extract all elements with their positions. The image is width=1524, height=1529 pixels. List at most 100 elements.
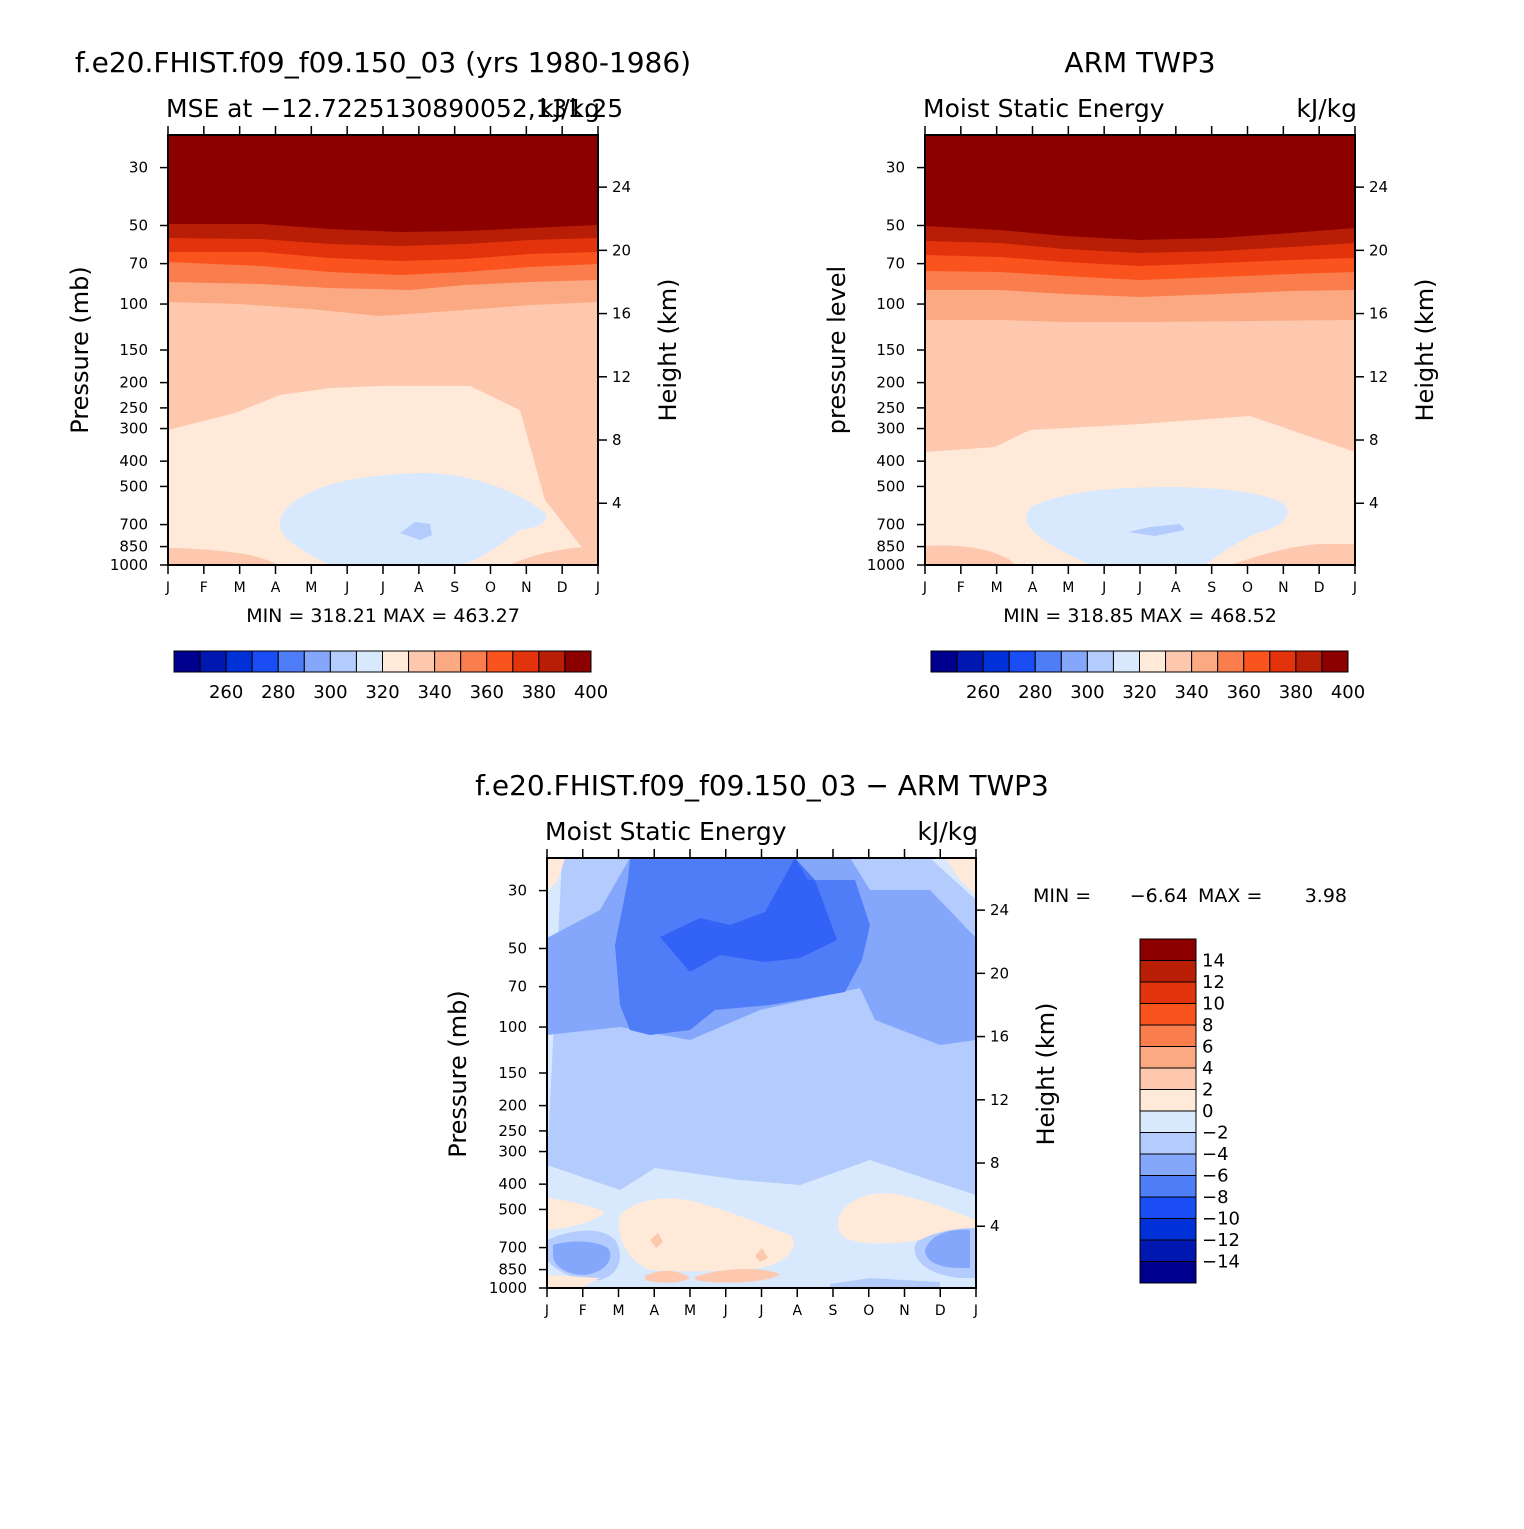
colorbar-label: −12 (1202, 1230, 1240, 1251)
panel-diff-title: f.e20.FHIST.f09_f09.150_03 − ARM TWP3 (475, 769, 1049, 802)
height-tick-label: 24 (612, 178, 631, 196)
month-tick-label: M (234, 580, 246, 596)
colorbar-swatch (1139, 1175, 1197, 1198)
colorbar-swatch (1139, 1089, 1197, 1112)
panel-model-title: f.e20.FHIST.f09_f09.150_03 (yrs 1980-198… (75, 46, 691, 79)
colorbar-label: 300 (1070, 682, 1104, 703)
pressure-tick-label: 150 (119, 341, 148, 359)
panel-model: f.e20.FHIST.f09_f09.150_03 (yrs 1980-198… (66, 46, 691, 703)
pressure-tick-label: 400 (119, 452, 148, 470)
height-tick-label: 4 (1369, 494, 1379, 512)
pressure-tick-label: 400 (498, 1175, 527, 1193)
month-tick-label: M (684, 1303, 696, 1319)
height-tick-label: 16 (1369, 305, 1388, 323)
month-tick-label: N (899, 1303, 909, 1319)
colorbar-swatch (1269, 650, 1297, 673)
month-tick-label: D (1314, 580, 1325, 596)
colorbar-swatch (1112, 650, 1140, 673)
height-tick-label: 8 (1369, 431, 1379, 449)
colorbar-label: 280 (261, 682, 295, 703)
height-tick-label: 12 (1369, 368, 1388, 386)
month-tick-label: M (612, 1303, 624, 1319)
height-tick-label: 20 (1369, 241, 1388, 259)
month-tick-label: D (935, 1303, 946, 1319)
month-tick-label: F (579, 1303, 587, 1319)
pressure-tick-label: 50 (508, 939, 527, 957)
pressure-tick-label: 700 (498, 1239, 527, 1257)
panel-obs-subtitle: Moist Static Energy (923, 94, 1165, 123)
colorbar-swatch (1295, 650, 1323, 673)
pressure-tick-label: 100 (119, 295, 148, 313)
month-tick-label: J (1352, 580, 1357, 596)
colorbar-label: 380 (522, 682, 556, 703)
panel-diff-stat-min: −6.64 (1130, 885, 1188, 907)
pressure-tick-label: 100 (876, 295, 905, 313)
pressure-tick-label: 850 (876, 538, 905, 556)
colorbar-swatch (1139, 1003, 1197, 1026)
pressure-tick-label: 700 (876, 516, 905, 534)
pressure-tick-label: 500 (498, 1200, 527, 1218)
colorbar-label: 340 (417, 682, 451, 703)
pressure-tick-label: 850 (498, 1261, 527, 1279)
height-tick-label: 12 (612, 368, 631, 386)
colorbar-swatch (1139, 960, 1197, 983)
colorbar-swatch (1086, 650, 1114, 673)
pressure-tick-label: 1000 (110, 556, 148, 574)
colorbar-swatch (1139, 1046, 1197, 1069)
month-tick-label: D (557, 580, 568, 596)
panel-diff: f.e20.FHIST.f09_f09.150_03 − ARM TWP3 Mo… (444, 769, 1347, 1319)
panel-diff-contours (547, 858, 976, 1288)
pressure-tick-label: 50 (129, 216, 148, 234)
colorbar-swatch (1139, 981, 1197, 1004)
month-tick-label: O (863, 1303, 874, 1319)
colorbar-swatch (486, 650, 514, 673)
colorbar-swatch (173, 650, 201, 673)
month-tick-label: M (991, 580, 1003, 596)
colorbar-label: 260 (209, 682, 243, 703)
colorbar-label: 6 (1202, 1037, 1213, 1058)
colorbar-label: 10 (1202, 994, 1225, 1015)
pressure-tick-label: 250 (876, 399, 905, 417)
height-tick-label: 24 (990, 901, 1009, 919)
colorbar-swatch (329, 650, 357, 673)
panel-diff-units: kJ/kg (917, 817, 978, 846)
colorbar-label: −6 (1202, 1166, 1229, 1187)
colorbar-swatch (1217, 650, 1245, 673)
colorbar-swatch (251, 650, 279, 673)
pressure-tick-label: 70 (508, 978, 527, 996)
colorbar-swatch (382, 650, 410, 673)
pressure-tick-label: 500 (119, 477, 148, 495)
colorbar-swatch (982, 650, 1010, 673)
panel-model-colorbar: 260 280 300 320 340 360 380 400 (173, 650, 608, 703)
height-tick-label: 24 (1369, 178, 1388, 196)
colorbar-swatch (460, 650, 488, 673)
month-tick-label: S (1207, 580, 1216, 596)
colorbar-swatch (1139, 1024, 1197, 1047)
colorbar-label: −10 (1202, 1209, 1240, 1230)
panel-diff-stat-min-label: MIN = (1033, 885, 1091, 907)
pressure-tick-label: 200 (876, 374, 905, 392)
pressure-tick-label: 30 (508, 882, 527, 900)
pressure-tick-label: 50 (886, 216, 905, 234)
month-tick-label: O (1242, 580, 1253, 596)
pressure-tick-label: 150 (876, 341, 905, 359)
month-tick-label: F (200, 580, 208, 596)
colorbar-label: −4 (1202, 1144, 1229, 1165)
colorbar-swatch (1139, 1218, 1197, 1241)
colorbar-swatch (1008, 650, 1036, 673)
colorbar-label: 320 (365, 682, 399, 703)
pressure-tick-label: 250 (119, 399, 148, 417)
colorbar-swatch (512, 650, 540, 673)
panel-obs: ARM TWP3 Moist Static Energy kJ/kg 30 50 7… (823, 46, 1439, 703)
month-tick-label: O (485, 580, 496, 596)
colorbar-swatch (408, 650, 436, 673)
colorbar-label: 360 (470, 682, 504, 703)
pressure-tick-label: 500 (876, 477, 905, 495)
month-tick-label: J (544, 1303, 549, 1319)
pressure-tick-label: 70 (129, 255, 148, 273)
colorbar-swatch (1034, 650, 1062, 673)
colorbar-swatch (1243, 650, 1271, 673)
